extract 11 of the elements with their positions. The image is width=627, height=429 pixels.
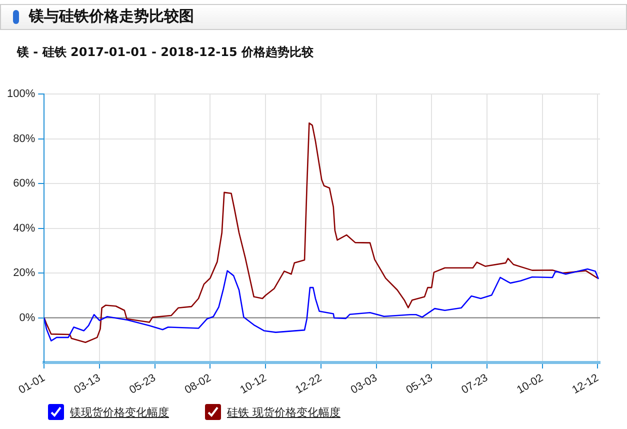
y-tick-label: 40% [13,222,36,234]
y-tick-label: 20% [13,267,36,280]
legend-label: 硅铁 现货价格变化幅度 [227,404,340,420]
y-tick-label: 60% [13,178,36,190]
y-tick-label: 80% [13,132,36,145]
chart-subtitle: 镁 - 硅铁 2017-01-01 - 2018-12-15 价格趋势比较 [17,44,314,61]
legend-label: 镁现货价格变化幅度 [70,404,169,420]
y-tick-label: 100% [6,88,36,100]
x-tick-label: 01-01 [16,372,48,397]
chart-title: 镁与硅铁价格走势比较图 [29,7,194,26]
y-tick-label: 0% [19,312,36,324]
